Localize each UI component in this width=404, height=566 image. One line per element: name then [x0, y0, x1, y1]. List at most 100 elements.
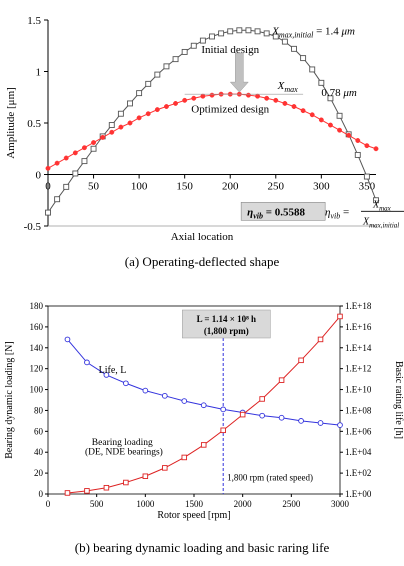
optimized-design-point [45, 165, 51, 171]
optimized-design-point [255, 93, 261, 99]
initial-design-point [236, 27, 243, 34]
chart-b-caption: (b) bearing dynamic loading and basic ra… [74, 540, 330, 555]
xmax-label: Xmax [277, 80, 299, 94]
initial-design-point [363, 173, 370, 180]
chart-a-svg: 0 50 100 150 200 250 300 350 -0.5 0 0.5 1 1.5 Amplitu… [5, 15, 404, 243]
initial-design-point [154, 71, 161, 78]
optimized-design-point [282, 100, 288, 106]
initial-design-point [291, 45, 297, 52]
loading-point [142, 473, 149, 479]
initial-design-point [190, 42, 197, 49]
plot-area [48, 20, 376, 226]
initial-design-point [263, 30, 270, 37]
loading-point [278, 377, 285, 383]
initial-design-point [227, 28, 234, 35]
initial-design-point [281, 38, 288, 45]
x-tick-label: 2000 [234, 499, 253, 509]
life-label: Life, L [99, 365, 127, 376]
initial-design-point [127, 100, 133, 107]
optimized-design-point [309, 112, 315, 118]
initial-design-point [45, 209, 51, 216]
y-tick-label: 60 [34, 426, 44, 436]
y2-tick-label: 1.E+16 [345, 322, 372, 332]
life-value-line2: (1,800 rpm) [204, 326, 249, 336]
initial-design-label: Initial design [201, 44, 259, 56]
life-point [200, 402, 207, 409]
optimized-design-point [54, 160, 60, 166]
xmax-initial-label: Xmax,initial = 1.4 μm [271, 25, 355, 39]
x-tick-label: 100 [131, 181, 148, 193]
operating-deflected-shape-chart: 0 50 100 150 200 250 300 350 -0.5 0 0.5 1 1.5 Amplitu… [0, 0, 404, 280]
optimized-design-point [318, 117, 324, 123]
optimized-design-point [100, 134, 106, 140]
loading-point [181, 454, 188, 461]
x-tick-label: 0 [46, 499, 51, 509]
optimized-design-point [173, 100, 179, 106]
optimized-design-point [245, 92, 251, 98]
initial-design-point [81, 158, 88, 165]
y2-tick-label: 1.E+12 [345, 364, 371, 374]
optimized-design-point [273, 97, 279, 103]
y2-axis-label: Basic rating life [h] [393, 361, 404, 439]
y2-tick-label: 1.E+04 [345, 447, 372, 457]
initial-design-point [181, 48, 188, 55]
optimized-design-point [118, 124, 124, 130]
y2-tick-label: 1.E+00 [345, 489, 372, 499]
initial-design-point [63, 183, 70, 190]
y-tick-label: 0 [39, 489, 44, 499]
optimized-design-point [72, 150, 78, 156]
chart-a-caption: (a) Operating-deflected shape [124, 254, 280, 269]
initial-design-point [145, 80, 152, 87]
optimized-design-point [291, 104, 297, 109]
life-point [298, 418, 304, 424]
loading-point [84, 488, 90, 494]
y-tick-label: 1 [36, 67, 42, 79]
x-tick-label: 3000 [331, 499, 350, 509]
loading-point [317, 336, 324, 343]
initial-design-point [90, 145, 97, 152]
life-point [259, 412, 265, 419]
optimized-design-point [182, 97, 188, 103]
initial-design-point [373, 197, 379, 204]
optimized-design-point [154, 107, 160, 113]
x-tick-label: 1500 [185, 499, 204, 509]
y-tick-label: 140 [30, 343, 44, 353]
life-value-box [182, 309, 271, 339]
life-value-line1: L = 1.14 × 10⁸ h [197, 314, 256, 324]
life-point [103, 372, 110, 378]
eta-formula-lhs: ηvib = [325, 206, 349, 220]
life-point [220, 406, 227, 413]
life-point [278, 414, 285, 421]
initial-design-point [108, 122, 115, 129]
y2-tick-label: 1.E+14 [345, 343, 372, 353]
life-point [317, 420, 324, 426]
y-tick-label: 180 [30, 301, 44, 311]
eta-formula-denominator: Xmax,initial [362, 216, 399, 229]
x-axis-label: Rotor speed [rpm] [157, 510, 230, 521]
x-axis-label: Axial location [171, 231, 234, 243]
optimized-design-point [81, 145, 87, 151]
initial-design-point [218, 30, 225, 37]
life-point [142, 387, 149, 394]
initial-design-point [336, 112, 343, 119]
x-tick-label: 350 [359, 181, 376, 193]
life-point [181, 398, 188, 404]
loading-point [64, 490, 71, 496]
initial-design-point [318, 79, 325, 86]
optimized-design-point [337, 127, 343, 133]
x-tick-label: 150 [176, 181, 193, 193]
initial-design-point [172, 56, 179, 63]
chart-b-svg: 0 500 1000 1500 2000 2500 3000 0 20 40 60 80 100 120 1… [4, 301, 404, 521]
optimized-design-point [300, 108, 306, 114]
y2-tick-label: 1.E+06 [345, 426, 372, 436]
y-tick-label: 80 [34, 405, 44, 415]
optimized-design-point [355, 138, 361, 143]
initial-design-point [54, 196, 61, 203]
xmax-value-label: 0.78 μm [321, 87, 357, 99]
reduction-arrow [229, 52, 249, 93]
eta-value-label: ηvib = 0.5588 [247, 206, 305, 220]
y-axis-label: Amplitude [μm] [5, 87, 17, 159]
y-tick-label: 20 [34, 468, 44, 478]
initial-design-point [245, 27, 252, 34]
x-tick-label: 300 [313, 181, 330, 193]
